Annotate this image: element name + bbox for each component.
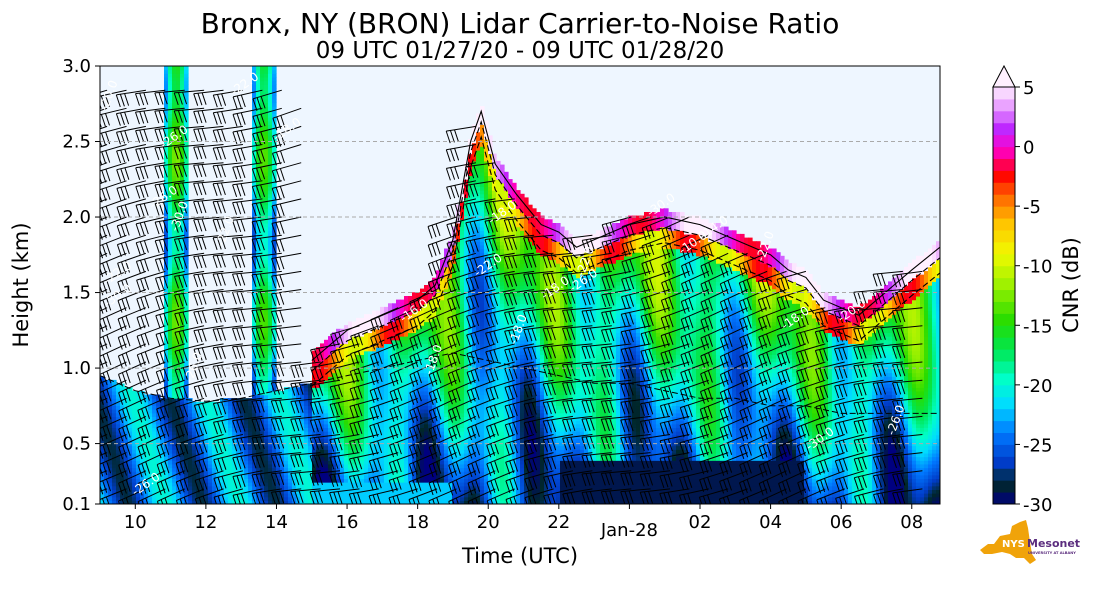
y-tick-label: 2.0	[62, 207, 91, 228]
y-axis-label: Height (km)	[9, 222, 33, 347]
x-tick-label: 06	[830, 512, 853, 533]
x-tick-label: 16	[336, 512, 359, 533]
y-tick-label: 1.0	[62, 358, 91, 379]
colorbar-extend-arrow	[992, 64, 1016, 88]
colorbar-segment	[993, 134, 1015, 148]
colorbar-segment	[993, 253, 1015, 267]
y-axis: 0.1 0.5 1.0 1.5 2.0 2.5 3.0	[62, 56, 100, 515]
colorbar-segment	[993, 337, 1015, 350]
colorbar-segment	[993, 396, 1015, 410]
colorbar-segment	[993, 456, 1015, 469]
colorbar-tick-label: -30	[1023, 495, 1052, 516]
colorbar-segment	[993, 146, 1015, 159]
colorbar-tick-label: -15	[1023, 316, 1052, 337]
x-tick-label: 08	[900, 512, 923, 533]
new-york-state-shape	[980, 520, 1036, 564]
colorbar-segment	[993, 122, 1015, 136]
x-tick-label: 18	[406, 512, 429, 533]
colorbar-segment	[993, 432, 1015, 445]
colorbar-tick-label: -10	[1023, 257, 1052, 278]
colorbar-tick-label: -20	[1023, 376, 1052, 397]
x-tick-label: 20	[477, 512, 500, 533]
x-tick-label: 02	[689, 512, 712, 533]
y-tick-label: 0.5	[62, 434, 91, 455]
colorbar-segment	[993, 158, 1015, 171]
colorbar-segment	[993, 229, 1015, 243]
x-tick-label: Jan-28	[600, 520, 658, 541]
horizontal-grid	[100, 141, 940, 445]
logo-text-nys: NYS	[1002, 539, 1025, 550]
colorbar-segment	[993, 289, 1015, 302]
chart-subtitle: 09 UTC 01/27/20 - 09 UTC 01/28/20	[316, 38, 725, 64]
x-tick-label: 10	[124, 512, 147, 533]
x-axis: 10 12 14 16 18 20 22 Jan-28 02 04 06 08	[124, 504, 923, 541]
colorbar-segment	[993, 301, 1015, 314]
colorbar-segment	[993, 313, 1015, 326]
colorbar-segment	[993, 384, 1015, 398]
chart-title: Bronx, NY (BRON) Lidar Carrier-to-Noise …	[201, 7, 840, 40]
colorbar: 5 0 -5 -10 -15 -20 -25 -30	[992, 64, 1052, 516]
x-tick-label: 12	[194, 512, 217, 533]
colorbar-segment	[993, 265, 1015, 279]
x-tick-label: 14	[265, 512, 288, 533]
colorbar-segment	[993, 194, 1015, 207]
colorbar-tick-label: 0	[1023, 138, 1034, 159]
x-axis-label: Time (UTC)	[461, 544, 578, 568]
wind-barbs	[100, 89, 923, 504]
colorbar-tick-label: -25	[1023, 435, 1052, 456]
colorbar-segment	[993, 480, 1015, 493]
plot-frame	[99, 65, 941, 505]
colorbar-segment	[993, 361, 1015, 374]
colorbar-segment	[993, 98, 1015, 112]
colorbar-segment	[993, 325, 1015, 338]
colorbar-segment	[993, 170, 1015, 183]
colorbar-segment	[993, 420, 1015, 434]
colorbar-segment	[993, 408, 1015, 422]
colorbar-tick-label: -5	[1023, 197, 1041, 218]
colorbar-segment	[993, 492, 1015, 505]
x-tick-label: 04	[759, 512, 782, 533]
colorbar-segment	[993, 349, 1015, 362]
y-tick-label: 1.5	[62, 283, 91, 304]
y-tick-label: 0.1	[62, 494, 91, 515]
x-tick-label: 22	[547, 512, 570, 533]
colorbar-segment	[993, 182, 1015, 195]
y-tick-label: 3.0	[62, 56, 91, 77]
colorbar-tick-label: 5	[1023, 78, 1034, 99]
colorbar-segment	[993, 372, 1015, 386]
colorbar-segment	[993, 87, 1015, 100]
colorbar-segment	[993, 241, 1015, 255]
logo-text-university: UNIVERSITY AT ALBANY	[1028, 551, 1076, 555]
nys-mesonet-logo: NYS Mesonet UNIVERSITY AT ALBANY	[980, 520, 1080, 564]
colorbar-segment	[993, 206, 1015, 219]
colorbar-label: CNR (dB)	[1059, 237, 1083, 333]
colorbar-segment	[993, 277, 1015, 291]
colorbar-segment	[993, 218, 1015, 231]
colorbar-segment	[993, 468, 1015, 481]
colorbar-segment	[993, 110, 1015, 124]
colorbar-segment	[993, 444, 1015, 457]
logo-text-mesonet: Mesonet	[1027, 537, 1080, 550]
y-tick-label: 2.5	[62, 132, 91, 153]
